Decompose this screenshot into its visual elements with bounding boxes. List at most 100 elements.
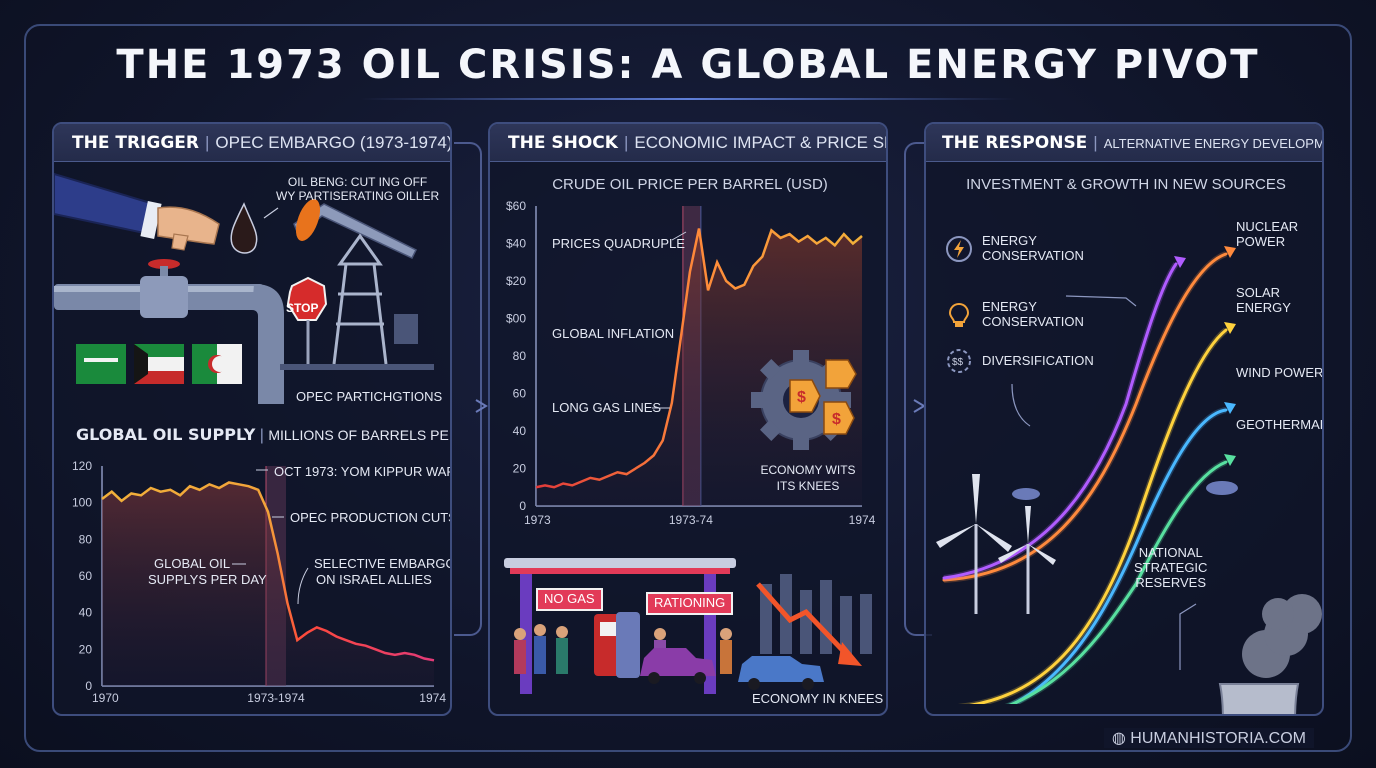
supply-y-tick: 120	[72, 459, 92, 473]
series-label-wind: WIND POWER	[1236, 365, 1324, 380]
annotation-arrow	[1179, 603, 1197, 670]
trigger-header-title: THE TRIGGER	[72, 133, 199, 153]
globe-icon: ◍	[1111, 730, 1131, 747]
price-x-tick: 1974	[849, 513, 876, 527]
supply-y-tick: 100	[72, 496, 92, 510]
price-annotation: ITS KNEES	[777, 479, 840, 493]
series-line-4	[1008, 460, 1228, 704]
page-title: THE 1973 OIL CRISIS: A GLOBAL ENERGY PIV…	[116, 42, 1260, 88]
annotation-arrow	[1011, 383, 1031, 427]
price-x-tick: 1973-74	[669, 513, 713, 527]
energy-infrastructure-illustration: ☢	[936, 474, 1322, 714]
oil-embargo-label: OIL BENG: CUT ING OFF WY PARTISERATING O…	[276, 175, 440, 204]
series-line-5	[942, 262, 1178, 580]
response-item-1-line2: CONSERVATION	[982, 247, 1084, 263]
svg-text:$: $	[832, 411, 841, 428]
oil-supply-title: GLOBAL OIL SUPPLY | MILLIONS OF BARRELS …	[76, 425, 450, 445]
shock-header: THE SHOCK|ECONOMIC IMPACT & PRICE SPIKES	[490, 124, 886, 162]
price-y-tick: $40	[506, 237, 526, 251]
response-item-2-line1: ENERGY	[982, 299, 1037, 314]
opec-participations-label: OPEC PARTICHGTIONS	[296, 389, 443, 404]
price-x-tick: 1973	[524, 513, 551, 527]
trigger-header: THE TRIGGER | OPEC EMBARGO (1973-1974)	[54, 124, 450, 162]
supply-y-tick: 0	[85, 679, 92, 693]
series-label-nuclear-l1: NUCLEAR	[1236, 219, 1299, 234]
shock-header-subtitle: ECONOMIC IMPACT & PRICE SPIKES	[634, 133, 886, 152]
diversify-icon: $$	[947, 349, 971, 373]
response-item-3: DIVERSIFICATION	[982, 353, 1094, 368]
series-label-solar-l2: ENERGY	[1236, 299, 1291, 315]
price-y-tick: 0	[519, 499, 526, 513]
oil-supply-subtitle: MILLIONS OF BARRELS PER DAY	[268, 427, 450, 443]
supply-annotation: OPEC PRODUCTION CUTS	[290, 510, 452, 525]
series-label-solar-l1: SOLAR	[1236, 285, 1281, 300]
footer-site-text: HUMANHISTORIA.COM	[1130, 730, 1306, 747]
connector-trigger-shock	[454, 142, 482, 636]
price-annotation: PRICES QUADRUPLE	[552, 236, 685, 251]
supply-area	[102, 482, 434, 686]
supply-y-tick: 80	[79, 532, 93, 546]
response-item-2-line2: CONSERVATION	[982, 313, 1084, 329]
embargo-illustration	[54, 172, 434, 404]
price-tag-icon	[789, 359, 857, 435]
shock-panel: THE SHOCK|ECONOMIC IMPACT & PRICE SPIKES…	[488, 122, 888, 716]
supply-annotation: SUPPLYS PER DAY	[148, 572, 267, 587]
oil-supply-title-main: GLOBAL OIL SUPPLY	[76, 425, 256, 444]
series-line-1	[942, 252, 1228, 582]
price-y-tick: $00	[506, 312, 526, 326]
strategic-reserves-label: NATIONAL STRATEGIC RESERVES	[1134, 545, 1207, 591]
supply-x-tick: 1974	[419, 691, 446, 705]
annotation-arrow	[671, 231, 687, 241]
opec-flags	[76, 344, 242, 384]
lightning-icon	[946, 236, 972, 262]
trigger-header-subtitle: OPEC EMBARGO (1973-1974)	[215, 133, 452, 152]
series-label-solar: SOLAR ENERGY	[1236, 285, 1291, 316]
supply-x-tick: 1973-1974	[247, 691, 305, 705]
trigger-panel: THE TRIGGER | OPEC EMBARGO (1973-1974)	[52, 122, 452, 716]
connector-shock-response	[904, 142, 932, 636]
strategic-reserves-l1: NATIONAL	[1138, 545, 1203, 560]
oil-embargo-label-line2: WY PARTISERATING OILLER	[276, 188, 440, 203]
arrowhead	[1224, 246, 1236, 258]
arrowhead	[1224, 322, 1236, 334]
oil-price-title: CRUDE OIL PRICE PER BARREL (USD)	[552, 176, 828, 193]
price-y-tick: 40	[513, 424, 527, 438]
response-header-subtitle: ALTERNATIVE ENERGY DEVELOPMENT CURVES	[1103, 136, 1324, 151]
arrowhead	[1224, 454, 1236, 466]
svg-text:$$: $$	[952, 357, 964, 368]
supply-annotation: OCT 1973: YOM KIPPUR WAR	[274, 464, 452, 479]
supply-annotation: ON ISRAEL ALLIES	[316, 572, 432, 587]
footer-site[interactable]: ◍ HUMANHISTORIA.COM	[1103, 728, 1314, 748]
series-label-geothermal: GEOTHERMAL	[1236, 417, 1324, 432]
price-series-line	[535, 228, 863, 489]
response-item-1-line1: ENERGY	[982, 233, 1037, 248]
price-y-tick: 20	[513, 462, 527, 476]
strategic-reserves-l3: RESERVES	[1135, 574, 1206, 590]
supply-y-tick: 60	[79, 569, 93, 583]
response-header: THE RESPONSE | ALTERNATIVE ENERGY DEVELOPM…	[926, 124, 1322, 162]
svg-text:$: $	[797, 389, 806, 406]
oil-embargo-label-line1: OIL BENG: CUT ING OFF	[287, 175, 428, 189]
supply-annotation: SELECTIVE EMBARGO	[314, 556, 452, 571]
connector-arrow-1	[475, 399, 488, 413]
oil-price-chart: 0 20 40 60 80 $00 $20 $40 $60 1973 1973-74 1974 PRIC…	[506, 199, 876, 527]
price-annotation: ECONOMY WITS	[760, 463, 855, 477]
response-item-1: ENERGY CONSERVATION	[982, 233, 1084, 264]
supply-y-tick: 20	[79, 642, 93, 656]
oil-supply-chart: 0 20 40 60 80 100 120 1970 1973-1974 1974 OCT 1973…	[72, 459, 452, 705]
series-label-nuclear: NUCLEAR POWER	[1236, 219, 1299, 250]
economy-gear-illustration: $ $	[751, 350, 857, 450]
alternative-energy-chart	[942, 246, 1236, 704]
price-annotation: LONG GAS LINES	[552, 400, 661, 415]
no-gas-sign: NO GAS	[536, 588, 603, 611]
supply-x-tick: 1970	[92, 691, 119, 705]
arrowhead	[1224, 402, 1236, 414]
shock-header-title: THE SHOCK	[508, 133, 618, 153]
supply-y-tick: 40	[79, 606, 93, 620]
response-item-2: ENERGY CONSERVATION	[982, 299, 1084, 330]
price-y-tick: 60	[513, 387, 527, 401]
supply-annotation: GLOBAL OIL	[154, 556, 230, 571]
annotation-arrow	[297, 567, 309, 605]
stop-sign-text: STOP	[286, 301, 319, 315]
series-line-2	[968, 328, 1228, 704]
